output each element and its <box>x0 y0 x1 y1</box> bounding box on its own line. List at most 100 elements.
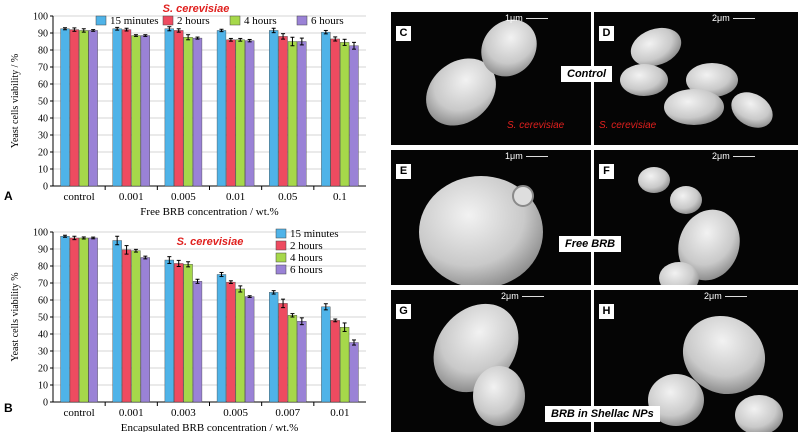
y-tick-label: 60 <box>38 80 48 91</box>
yeast-cell <box>682 315 766 395</box>
bar <box>88 237 98 403</box>
bar <box>297 321 307 403</box>
bar <box>321 306 331 403</box>
bar <box>226 39 236 187</box>
yeast-cell <box>735 395 783 432</box>
scale-bar-label: 2μm <box>712 151 730 161</box>
legend-label: 2 hours <box>177 15 210 27</box>
bar <box>112 240 122 403</box>
bar <box>164 28 174 187</box>
bar <box>192 281 203 403</box>
bar <box>269 292 279 403</box>
y-tick-label: 70 <box>38 279 48 290</box>
bar <box>226 281 236 403</box>
yeast-cell <box>630 27 682 67</box>
bar <box>321 31 331 187</box>
bar <box>121 249 132 403</box>
legend-label: 6 hours <box>290 264 323 276</box>
sem-tile-e: E 1μm <box>391 150 591 285</box>
sem-tile-d: D 2μm S. cerevisiae <box>594 12 798 145</box>
panel-label-e: E <box>396 164 411 179</box>
y-tick-label: 30 <box>38 131 48 142</box>
y-tick-label: 70 <box>38 63 48 74</box>
group-label-shellac: BRB in Shellac NPs <box>545 406 660 422</box>
panel-label-f: F <box>599 164 614 179</box>
sem-tile-f: F 2μm <box>594 150 798 285</box>
y-axis-label: Yeast cells viability % <box>10 272 21 361</box>
scale-bar-label: 2μm <box>704 291 722 301</box>
y-tick-label: 90 <box>38 29 48 40</box>
panel-label-h: H <box>599 304 614 319</box>
bar <box>339 42 350 187</box>
y-tick-label: 80 <box>38 46 48 57</box>
bar <box>174 30 184 187</box>
legend-label: 6 hours <box>311 15 344 27</box>
panel-letter: A <box>4 189 13 203</box>
bar <box>245 40 255 187</box>
bar <box>287 315 298 403</box>
bar <box>164 259 174 403</box>
legend-label: 2 hours <box>290 240 323 252</box>
y-tick-label: 20 <box>38 364 48 375</box>
legend-swatch <box>95 15 107 26</box>
legend-label: 4 hours <box>290 252 323 264</box>
y-tick-label: 100 <box>33 12 48 23</box>
x-tick-label: 0.001 <box>119 407 144 419</box>
chart-title: S. cerevisiae <box>163 3 230 15</box>
y-tick-label: 100 <box>33 228 48 239</box>
scale-bar-h: 2μm <box>704 291 747 301</box>
x-axis-label: Free BRB concentration / wt.% <box>140 206 278 218</box>
group-label-control: Control <box>561 66 613 82</box>
scale-bar-c: 1μm <box>505 13 548 23</box>
bar <box>69 29 80 187</box>
x-tick-label: 0.05 <box>278 191 298 203</box>
group-label-free: Free BRB <box>559 236 622 252</box>
yeast-cell <box>638 167 670 193</box>
legend-swatch <box>229 15 241 26</box>
legend-label: 4 hours <box>244 15 277 27</box>
legend-swatch <box>275 252 287 263</box>
bar <box>79 237 89 403</box>
bar <box>121 29 132 187</box>
scale-bar-f: 2μm <box>712 151 755 161</box>
x-tick-label: control <box>63 191 94 203</box>
yeast-cell <box>731 92 773 128</box>
yeast-cell <box>648 374 704 426</box>
x-axis-label: Encapsulated BRB concentration / wt.% <box>121 422 298 432</box>
y-tick-label: 40 <box>38 330 48 341</box>
bar <box>60 28 70 187</box>
panel-letter: B <box>4 401 13 415</box>
yeast-cell <box>473 366 525 426</box>
bud-scar <box>512 185 534 207</box>
x-tick-label: 0.003 <box>171 407 196 419</box>
bar <box>269 30 279 187</box>
legend-swatch <box>296 15 308 26</box>
species-label-c: S. cerevisiae <box>507 120 565 131</box>
yeast-cell <box>426 58 496 126</box>
bar <box>183 37 193 187</box>
bar <box>131 250 141 403</box>
legend-label: 15 minutes <box>110 15 159 27</box>
bar <box>278 303 288 403</box>
panel-label-g: G <box>396 304 411 319</box>
bar <box>330 38 340 187</box>
yeast-cell <box>419 176 543 285</box>
legend-label: 15 minutes <box>290 228 339 240</box>
x-tick-label: 0.001 <box>119 191 144 203</box>
y-tick-label: 40 <box>38 114 48 125</box>
chart-a: A 0 10 20 30 40 50 60 70 80 90 100 control 0.001 0.005… <box>4 3 366 218</box>
scale-bar-label: 2μm <box>501 291 519 301</box>
x-tick-label: control <box>63 407 94 419</box>
scale-bar-label: 1μm <box>505 13 523 23</box>
species-label-d: S. cerevisiae <box>599 120 657 131</box>
legend-swatch <box>162 15 174 26</box>
yeast-cell <box>481 19 537 77</box>
bar <box>349 45 359 187</box>
bar <box>79 30 89 187</box>
bar <box>287 41 298 187</box>
yeast-cell <box>659 262 699 285</box>
bar <box>245 296 255 403</box>
panel-label-d: D <box>599 26 614 41</box>
bar <box>140 35 150 187</box>
bar <box>330 320 340 403</box>
